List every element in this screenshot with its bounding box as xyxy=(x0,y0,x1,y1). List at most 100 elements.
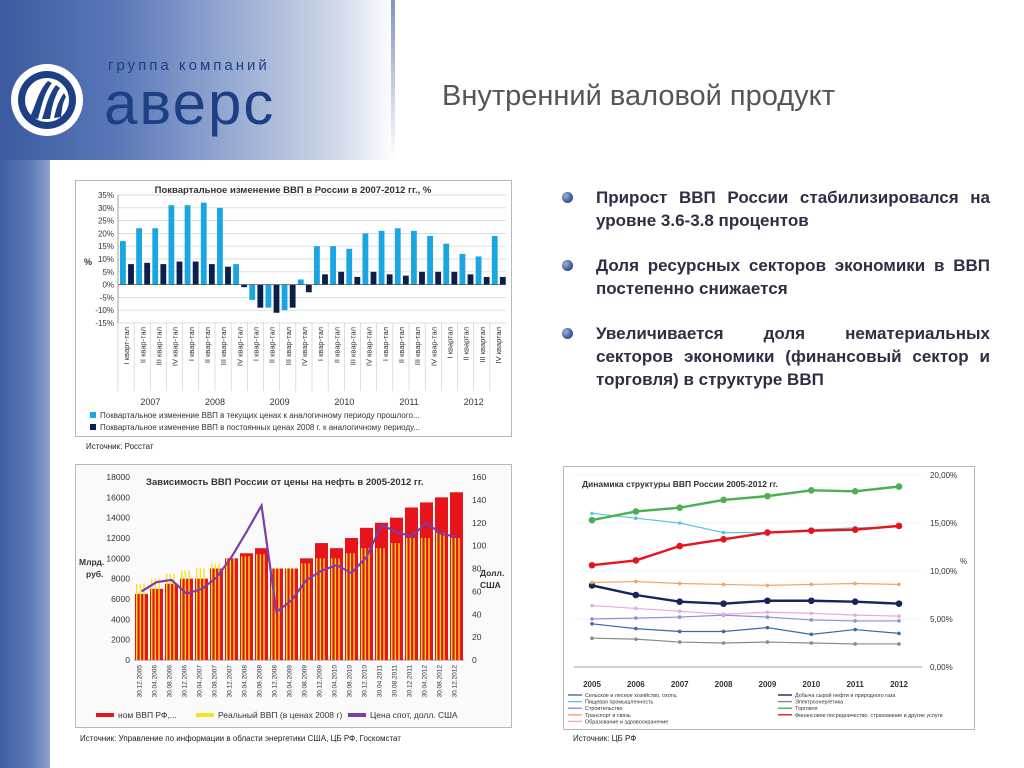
legend-swatch xyxy=(90,412,96,418)
chart-title: Зависимость ВВП России от цены на нефть … xyxy=(146,477,424,488)
bullet-item: Прирост ВВП России стабилизировался на у… xyxy=(562,186,990,232)
year-label: 2008 xyxy=(205,397,225,407)
y2-tick-label: 120 xyxy=(472,518,486,528)
year-label: 2011 xyxy=(399,397,418,407)
bar-current-prices xyxy=(411,230,417,285)
bar-nominal-gdp xyxy=(375,522,388,660)
legend-swatch xyxy=(96,713,114,717)
series-marker xyxy=(720,496,727,504)
series-marker xyxy=(590,580,594,585)
year-label: 2009 xyxy=(270,397,290,407)
series-marker xyxy=(677,581,682,586)
y-tick-label: 20% xyxy=(98,229,114,238)
bar-real-gdp xyxy=(211,563,213,660)
bar-real-gdp xyxy=(139,583,142,660)
x-tick-label: 30.12.2012 xyxy=(452,665,459,698)
bar-constant-prices xyxy=(160,264,167,285)
series-marker xyxy=(677,609,682,614)
bullet-item: Увеличивается доля нематериальных сектор… xyxy=(562,322,990,391)
x-tick-label: IV квар-тал xyxy=(300,327,309,366)
bullet-dot-icon xyxy=(562,328,573,339)
y-tick-label: -15% xyxy=(95,319,114,328)
bar-real-gdp xyxy=(173,573,175,660)
x-tick-label: II квартал xyxy=(462,327,471,361)
x-tick-label: 30.08.2010 xyxy=(347,665,354,698)
bar-real-gdp xyxy=(301,563,303,660)
x-tick-label: 30.12.2008 xyxy=(272,665,279,698)
series-marker xyxy=(851,488,859,495)
series-marker xyxy=(632,557,640,564)
x-tick-label: 30.08.2009 xyxy=(302,665,309,698)
legend-label: Сельское и лесное хозяйство, охота, xyxy=(585,692,678,699)
source-chart2: Источник: Управление по информации в обл… xyxy=(80,734,401,743)
series-marker xyxy=(809,582,814,587)
bar-real-gdp xyxy=(226,558,228,660)
bar-real-gdp xyxy=(458,538,460,660)
bar-real-gdp xyxy=(383,548,385,660)
bar-current-prices xyxy=(314,246,320,285)
bar-real-gdp xyxy=(199,568,202,660)
bar-real-gdp xyxy=(409,538,412,660)
x-tick-label: 2007 xyxy=(671,680,689,689)
bar-current-prices xyxy=(346,248,353,285)
bar-constant-prices xyxy=(176,261,183,285)
series-marker xyxy=(853,613,857,617)
bar-nominal-gdp xyxy=(165,583,178,660)
x-tick-label: 2008 xyxy=(715,680,733,689)
bar-real-gdp xyxy=(289,568,292,660)
bullet-dot-icon xyxy=(562,192,573,203)
logo-subtitle: группа компаний xyxy=(108,57,270,74)
legend-label: Пищевая промышленность xyxy=(585,700,654,706)
x-tick-label: 30.08.2008 xyxy=(257,665,264,698)
series-marker xyxy=(588,582,596,589)
bar-nominal-gdp xyxy=(285,568,298,660)
bar-real-gdp xyxy=(361,548,363,660)
y-tick-label: 15% xyxy=(98,242,114,251)
bar-real-gdp xyxy=(244,556,247,660)
x-tick-label: III квар-тал xyxy=(154,327,163,365)
bar-real-gdp xyxy=(154,578,157,660)
bar-nominal-gdp xyxy=(240,553,253,660)
legend-swatch xyxy=(348,713,366,717)
bar-real-gdp xyxy=(181,570,183,660)
bar-current-prices xyxy=(475,256,482,285)
y2-axis-label: США xyxy=(480,580,501,590)
legend-label: Финансовое посредничество, страхование и… xyxy=(795,713,943,719)
bar-real-gdp xyxy=(406,538,408,660)
series-marker xyxy=(721,641,726,645)
bullet-item: Доля ресурсных секторов экономики в ВВП … xyxy=(562,254,990,300)
series-marker xyxy=(895,600,903,607)
logo-emblem-icon xyxy=(11,64,83,136)
bar-real-gdp xyxy=(331,558,333,660)
legend-label: Добыча сырой нефти и природного газа xyxy=(795,692,895,699)
y-tick-label: 20,00% xyxy=(930,471,957,480)
bar-constant-prices xyxy=(402,275,409,285)
series-marker xyxy=(765,640,770,644)
x-tick-label: 30.12.2011 xyxy=(407,665,414,697)
series-marker xyxy=(590,617,594,621)
source-chart3: Источник: ЦБ РФ xyxy=(573,734,637,743)
x-tick-label: 30.12.2005 xyxy=(137,665,144,698)
bar-real-gdp xyxy=(259,554,262,660)
bar-real-gdp xyxy=(391,543,393,660)
series-marker xyxy=(634,516,638,520)
series-line xyxy=(591,637,899,645)
bar-current-prices xyxy=(491,235,498,285)
bar-constant-prices xyxy=(451,271,458,285)
series-marker xyxy=(897,619,901,623)
bullet-list: Прирост ВВП России стабилизировался на у… xyxy=(562,186,990,413)
bar-real-gdp xyxy=(136,583,138,660)
x-tick-label: 2010 xyxy=(802,680,820,689)
series-line xyxy=(591,623,900,635)
line-oil-price xyxy=(140,502,457,614)
legend-label: Поквартальное изменение ВВП в текущих це… xyxy=(100,411,420,420)
x-tick-label: IV квар-тал xyxy=(235,327,244,366)
series-marker xyxy=(721,629,726,634)
x-tick-label: III квартал xyxy=(478,327,487,363)
bar-real-gdp xyxy=(203,568,205,660)
series-marker xyxy=(721,612,726,616)
bar-real-gdp xyxy=(364,548,367,660)
y-tick-label: 6000 xyxy=(111,594,130,604)
x-tick-label: 30.04.2006 xyxy=(152,665,159,698)
chart-gdp-oil: Зависимость ВВП России от цены на нефть … xyxy=(75,464,512,728)
